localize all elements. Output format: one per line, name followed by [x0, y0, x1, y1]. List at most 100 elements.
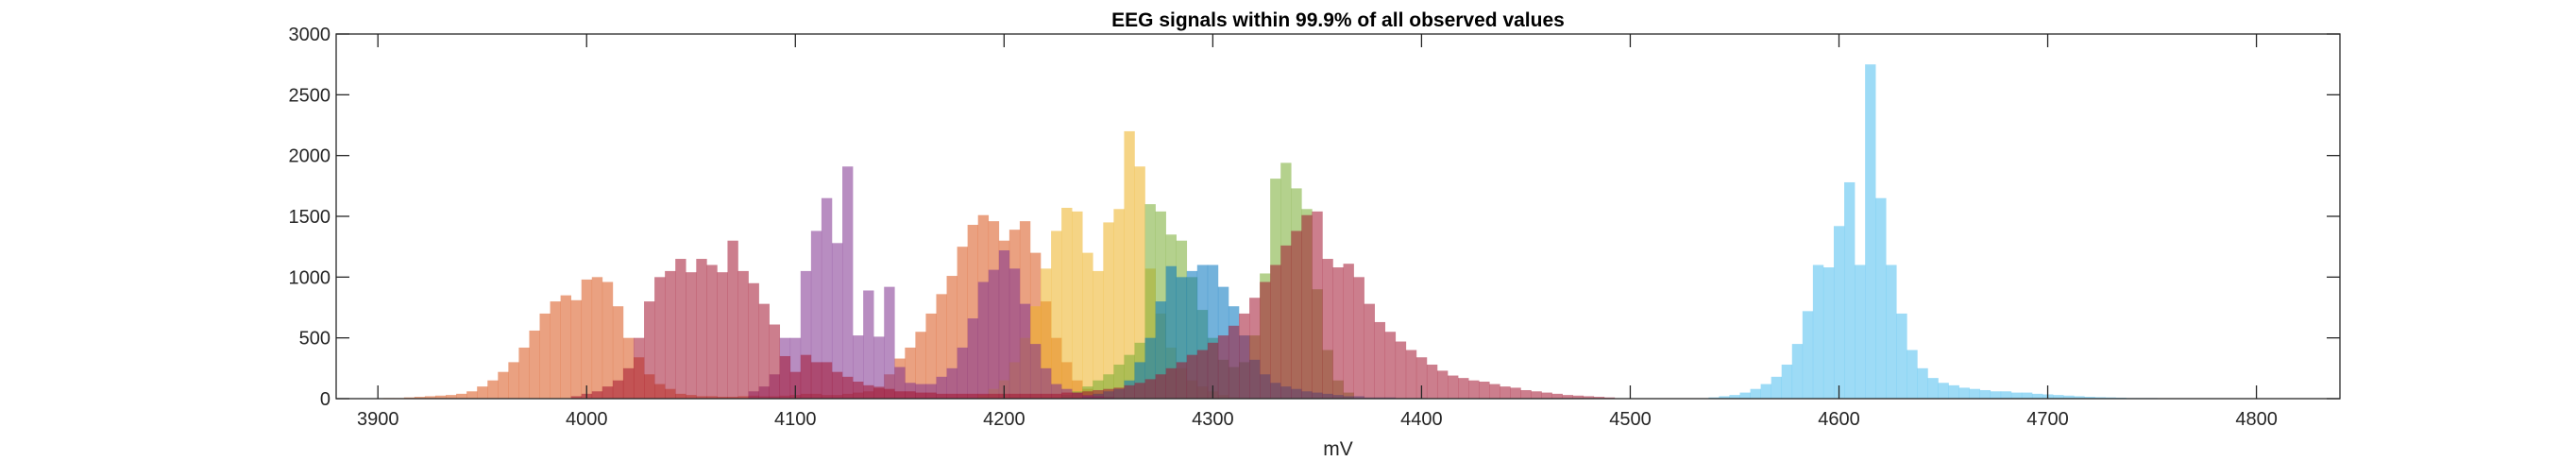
histogram-bar: [737, 270, 749, 399]
histogram-bar: [570, 396, 583, 399]
histogram-bar: [1771, 376, 1783, 399]
histogram-bar: [915, 384, 926, 399]
histogram-bar: [1395, 341, 1407, 399]
histogram-bar: [560, 295, 571, 399]
plot-area-frame: [335, 33, 2341, 400]
histogram-bar: [967, 393, 978, 399]
histogram-bar: [686, 272, 697, 399]
histogram-bar: [988, 393, 1000, 399]
x-tick-label: 4000: [566, 409, 608, 430]
histogram-bar: [957, 393, 968, 399]
histogram-bar: [1927, 378, 1939, 399]
histogram-bar: [2010, 392, 2023, 399]
x-tick-label: 4700: [2026, 409, 2069, 430]
histogram-bar: [1051, 384, 1062, 399]
histogram-bar: [1155, 301, 1166, 399]
histogram-bar: [1072, 392, 1083, 399]
histogram-bar: [1144, 204, 1156, 399]
histogram-bar: [446, 395, 457, 399]
bars-layer: [382, 64, 2158, 400]
histogram-bar: [1739, 392, 1751, 399]
histogram-bar: [612, 380, 624, 399]
histogram-bar: [1969, 388, 1980, 399]
histogram-bar: [894, 391, 906, 399]
histogram-bar: [1990, 391, 2002, 399]
histogram-bar: [717, 272, 728, 399]
x-tick-label: 4500: [1609, 409, 1652, 430]
histogram-bar: [1855, 265, 1866, 399]
histogram-bar: [977, 393, 990, 399]
histogram-bar: [1541, 392, 1552, 399]
histogram-bar: [789, 337, 802, 399]
histogram-bar: [675, 259, 686, 399]
histogram-bar: [1436, 370, 1449, 399]
histogram-bar: [1113, 364, 1125, 399]
histogram-bar: [1280, 245, 1292, 399]
histogram-bar: [1374, 321, 1386, 399]
histogram-bar: [1562, 395, 1573, 399]
histogram-bar: [946, 393, 958, 399]
histogram-bar: [789, 371, 802, 399]
histogram-bar: [2074, 396, 2085, 399]
histogram-bar: [602, 386, 614, 399]
histogram-bar: [1343, 264, 1354, 399]
histogram-bar: [915, 392, 926, 399]
histogram-bar: [1572, 395, 1585, 399]
histogram-bar: [1822, 267, 1835, 399]
histogram-bar: [727, 240, 738, 399]
histogram-bar: [977, 282, 990, 399]
histogram-bar: [1844, 181, 1856, 399]
histogram-bar: [1124, 384, 1135, 399]
histogram-bar: [1415, 357, 1428, 399]
histogram-bar: [1144, 337, 1156, 399]
histogram-bar: [1186, 270, 1198, 399]
histogram-bar: [1019, 303, 1031, 399]
histogram-series-5: [748, 166, 1114, 399]
x-tick-label: 4200: [983, 409, 1025, 430]
histogram-bar: [1134, 362, 1145, 399]
histogram-bar: [591, 391, 603, 399]
histogram-bar: [1426, 364, 1438, 399]
histogram-bar: [779, 355, 791, 399]
histogram-bar: [1938, 383, 1949, 399]
histogram-bar: [925, 392, 937, 399]
histogram-bar: [1228, 325, 1240, 399]
histogram-bar: [1489, 384, 1500, 399]
histogram-bar: [529, 330, 540, 399]
y-tick-label: 1000: [289, 267, 331, 288]
histogram-bar: [1353, 277, 1364, 399]
histogram-bar: [1886, 265, 1897, 399]
histogram-bar: [1093, 380, 1104, 399]
histogram-bar: [800, 354, 812, 399]
histogram-bar: [1061, 207, 1073, 399]
histogram-bar: [1124, 354, 1135, 399]
histogram-bar: [863, 290, 874, 399]
histogram-bar: [550, 301, 561, 399]
histogram-bar: [2084, 397, 2095, 399]
histogram-bar: [936, 393, 947, 399]
histogram-bar: [2094, 397, 2106, 399]
histogram-bar: [1332, 267, 1344, 399]
histogram-bar: [622, 367, 635, 399]
x-tick-label: 4100: [774, 409, 817, 430]
histogram-bar: [518, 347, 530, 399]
histogram-bar: [1384, 332, 1397, 399]
histogram-bar: [1249, 298, 1261, 399]
histogram-bar: [2053, 395, 2064, 399]
histogram-bar: [1958, 387, 1970, 399]
histogram-bar: [1322, 259, 1333, 399]
histogram-bar: [1750, 388, 1761, 399]
histogram-bar: [842, 376, 854, 399]
histogram-bar: [800, 270, 812, 399]
histogram-bar: [1134, 383, 1145, 399]
histogram-bar: [1729, 395, 1740, 399]
histogram-bar: [758, 303, 770, 399]
histogram-bar: [1448, 375, 1459, 399]
histogram-bar: [665, 270, 676, 399]
histogram-bar: [810, 362, 822, 399]
x-axis-label: mV: [1323, 438, 1353, 460]
histogram-bar: [1791, 344, 1804, 399]
y-tick-label: 2000: [289, 146, 331, 167]
chart-title: EEG signals within 99.9% of all observed…: [1111, 9, 1565, 31]
histogram-bar: [1593, 397, 1605, 399]
